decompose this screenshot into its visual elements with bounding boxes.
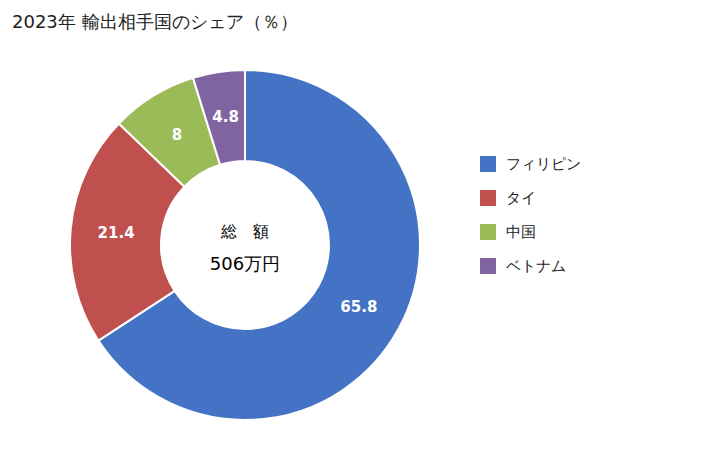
data-label: 4.8 xyxy=(212,108,239,126)
legend-swatch xyxy=(480,156,496,172)
chart-svg: 2023年 輸出相手国のシェア（％） 65.8 21.4 8 4.8 総 額 506万円 フィ… xyxy=(0,0,728,450)
legend-swatch xyxy=(480,224,496,240)
chart-title: 2023年 輸出相手国のシェア（％） xyxy=(12,11,298,32)
data-label: 8 xyxy=(172,126,182,144)
data-label: 21.4 xyxy=(98,224,135,242)
legend-swatch xyxy=(480,190,496,206)
data-labels: 65.8 21.4 8 4.8 xyxy=(98,108,378,316)
legend-label: 中国 xyxy=(506,223,536,241)
legend: フィリピンタイ中国ベトナム xyxy=(480,155,581,275)
slices xyxy=(70,70,420,420)
legend-swatch xyxy=(480,258,496,274)
legend-label: ベトナム xyxy=(506,257,566,275)
chart-container: 2023年 輸出相手国のシェア（％） 65.8 21.4 8 4.8 総 額 506万円 フィ… xyxy=(0,0,728,450)
center-annotation: 506万円 xyxy=(210,253,280,274)
center-annotation: 総 額 xyxy=(220,222,269,241)
legend-label: フィリピン xyxy=(506,155,581,173)
slice xyxy=(193,70,245,165)
data-label: 65.8 xyxy=(340,298,377,316)
legend-label: タイ xyxy=(506,189,536,207)
